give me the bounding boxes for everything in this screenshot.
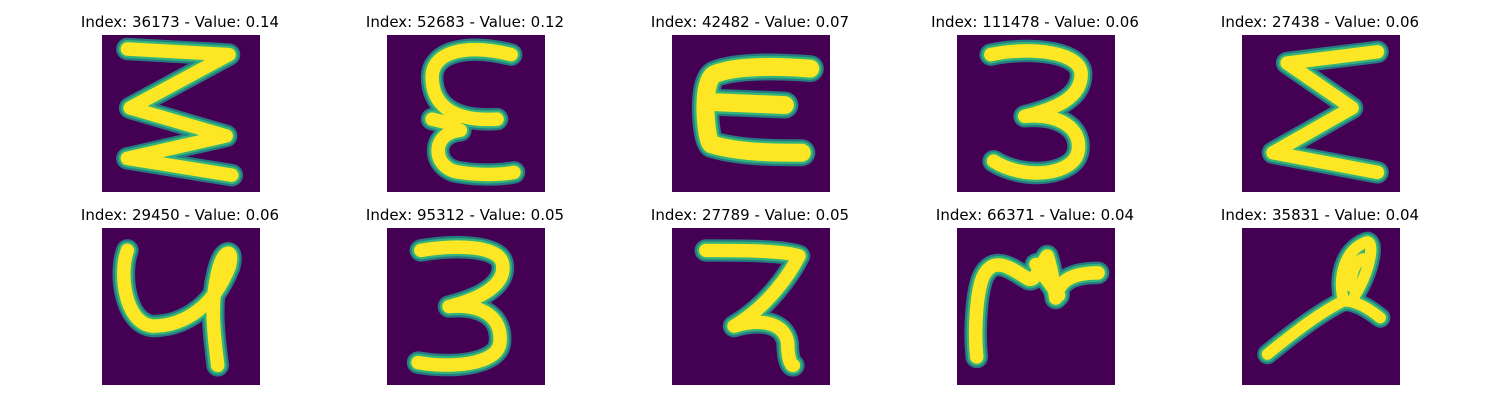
digit-image: [102, 228, 260, 385]
digit-image: [1242, 228, 1400, 385]
digit-panel: Index: 42482 - Value: 0.07: [630, 13, 870, 203]
digit-panel: Index: 35831 - Value: 0.04: [1200, 206, 1440, 396]
digit-image: [1242, 35, 1400, 192]
panel-title: Index: 111478 - Value: 0.06: [931, 13, 1139, 31]
panel-title: Index: 36173 - Value: 0.14: [80, 13, 280, 31]
panel-title: Index: 52683 - Value: 0.12: [365, 13, 565, 31]
panel-title: Index: 27789 - Value: 0.05: [650, 206, 850, 224]
digit-image: [957, 35, 1115, 192]
panel-title: Index: 27438 - Value: 0.06: [1220, 13, 1420, 31]
digit-panel: Index: 36173 - Value: 0.14: [60, 13, 300, 203]
digit-panel: Index: 95312 - Value: 0.05: [345, 206, 585, 396]
digit-panel: Index: 27789 - Value: 0.05: [630, 206, 870, 396]
digit-panel: Index: 52683 - Value: 0.12: [345, 13, 585, 203]
panel-title: Index: 95312 - Value: 0.05: [365, 206, 565, 224]
panel-title: Index: 29450 - Value: 0.06: [80, 206, 280, 224]
digit-image: [957, 228, 1115, 385]
digit-image: [672, 35, 830, 192]
digit-image: [102, 35, 260, 192]
panel-title: Index: 42482 - Value: 0.07: [650, 13, 850, 31]
digit-image: [387, 35, 545, 192]
digit-panel: Index: 27438 - Value: 0.06: [1200, 13, 1440, 203]
digit-panel: Index: 66371 - Value: 0.04: [915, 206, 1155, 396]
panel-title: Index: 66371 - Value: 0.04: [935, 206, 1135, 224]
digit-image: [387, 228, 545, 385]
digit-panel: Index: 111478 - Value: 0.06: [915, 13, 1155, 203]
digit-image: [672, 228, 830, 385]
panel-title: Index: 35831 - Value: 0.04: [1220, 206, 1420, 224]
digit-panel: Index: 29450 - Value: 0.06: [60, 206, 300, 396]
